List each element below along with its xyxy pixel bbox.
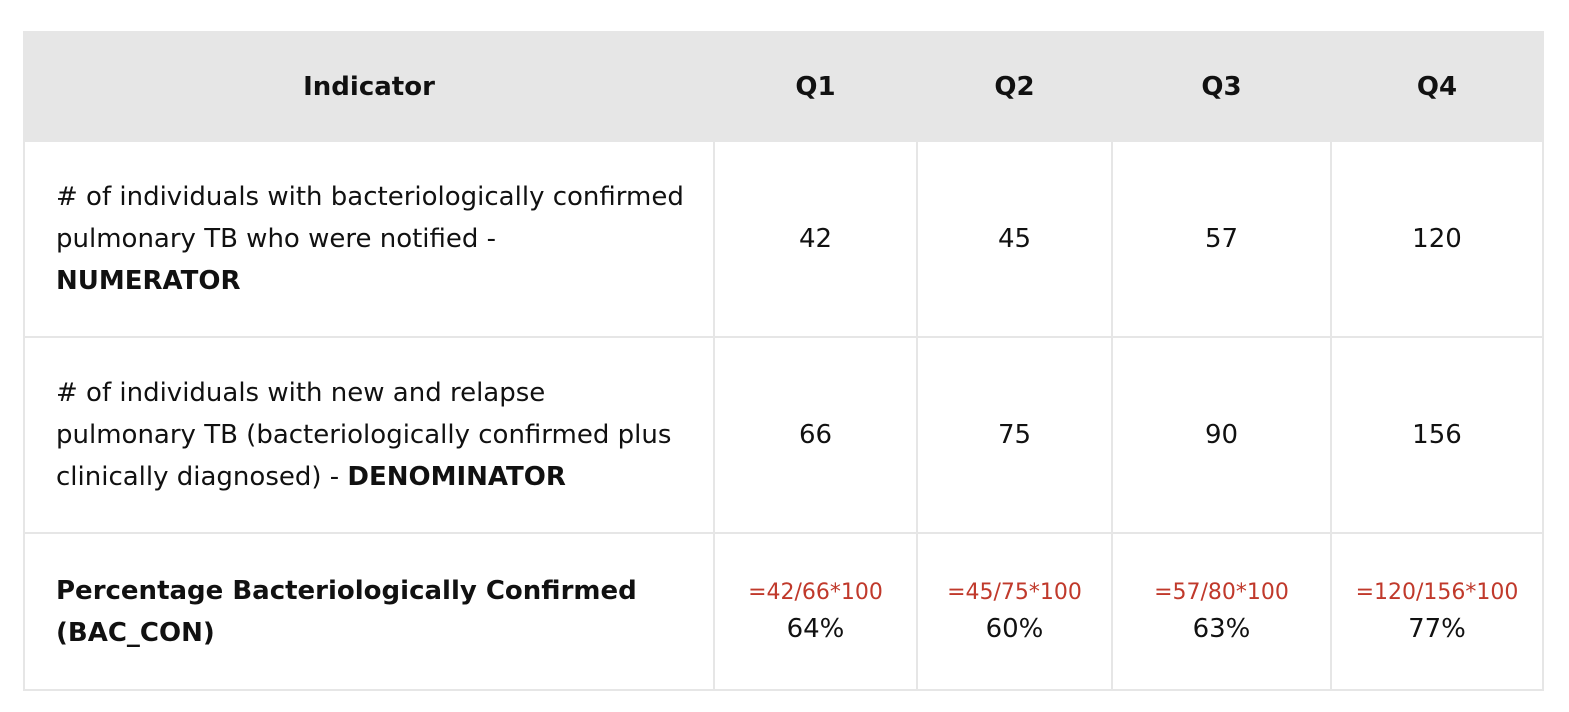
indicator-cell-denominator: # of individuals with new and relapse pu… (23, 336, 715, 534)
value-q2: =45/75*100 60% (916, 532, 1113, 691)
value-q4: 156 (1330, 336, 1544, 534)
formula-text: =120/156*100 (1355, 579, 1519, 605)
percentage-value: 77% (1408, 613, 1466, 644)
formula-text: =45/75*100 (947, 579, 1082, 605)
table-row-percentage: Percentage Bacteriologically Confirmed (… (23, 532, 1544, 691)
table-row-numerator: # of individuals with bacteriologically … (23, 140, 1544, 338)
header-row: Indicator Q1 Q2 Q3 Q4 (23, 31, 1544, 142)
indicator-bold-label: Percentage Bacteriologically Confirmed (… (56, 575, 637, 648)
header-q4: Q4 (1330, 31, 1544, 142)
percentage-value: 60% (985, 613, 1044, 644)
value-q3: =57/80*100 63% (1111, 532, 1332, 691)
value-q2: 45 (916, 140, 1113, 338)
value-q4: =120/156*100 77% (1330, 532, 1544, 691)
table-row-denominator: # of individuals with new and relapse pu… (23, 336, 1544, 534)
indicator-table: Indicator Q1 Q2 Q3 Q4 # of individuals w… (23, 31, 1544, 691)
value-q2: 75 (916, 336, 1113, 534)
table-header: Indicator Q1 Q2 Q3 Q4 (23, 31, 1544, 142)
percentage-value: 63% (1192, 613, 1251, 644)
header-q1: Q1 (713, 31, 918, 142)
value-q1: 42 (713, 140, 918, 338)
indicator-cell-percentage: Percentage Bacteriologically Confirmed (… (23, 532, 715, 691)
formula-text: =57/80*100 (1154, 579, 1289, 605)
header-q3: Q3 (1111, 31, 1332, 142)
indicator-bold-label: NUMERATOR (56, 266, 241, 296)
header-q2: Q2 (916, 31, 1113, 142)
formula-text: =42/66*100 (748, 579, 883, 605)
percentage-value: 64% (786, 613, 845, 644)
value-q3: 57 (1111, 140, 1332, 338)
indicator-bold-label: DENOMINATOR (347, 462, 566, 492)
value-q1: =42/66*100 64% (713, 532, 918, 691)
value-q4: 120 (1330, 140, 1544, 338)
indicator-cell-numerator: # of individuals with bacteriologically … (23, 140, 715, 338)
header-indicator: Indicator (23, 31, 715, 142)
value-q3: 90 (1111, 336, 1332, 534)
value-q1: 66 (713, 336, 918, 534)
indicator-text: # of individuals with new and relapse pu… (56, 378, 672, 492)
indicator-text: # of individuals with bacteriologically … (56, 182, 684, 254)
